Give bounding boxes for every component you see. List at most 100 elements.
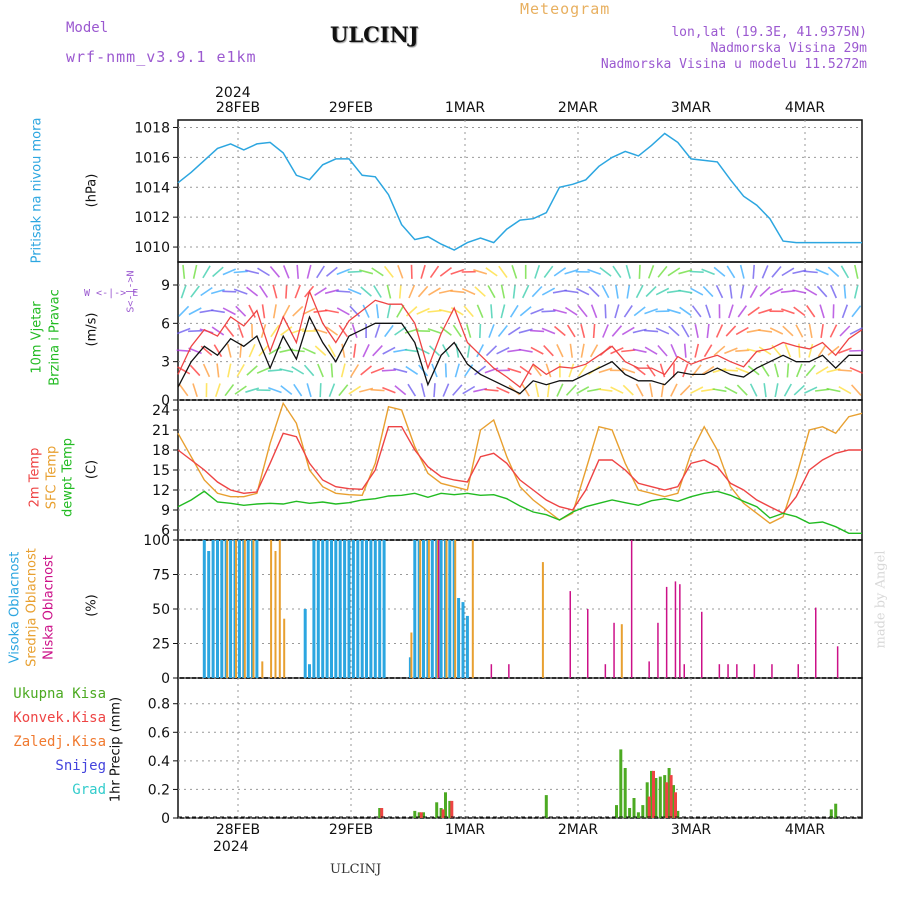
wind-arrow-37-1 <box>601 285 610 299</box>
wind-arrow-9-5 <box>279 368 294 373</box>
cloud-bar-0-1 <box>207 551 211 678</box>
pressure-ytick-label-3: 1016 <box>134 150 170 166</box>
wind-arrow-37-6 <box>598 388 613 392</box>
precip-legend-item: Snijeg <box>55 758 106 774</box>
wind-arrow-8-2 <box>272 304 277 319</box>
wind-arrow-13-4 <box>327 344 336 358</box>
wind-arrow-13-6 <box>328 383 336 397</box>
precip-bar-0-25 <box>834 803 838 818</box>
wind-arrow-43-4 <box>670 343 678 358</box>
wind-arrow-59-2 <box>851 305 862 318</box>
wind-arrow-56-6 <box>815 388 830 392</box>
wind-arrow-35-3 <box>580 324 586 338</box>
wind-arrow-54-3 <box>795 324 804 338</box>
precip-bar-0-17 <box>650 770 653 818</box>
wind-arrow-8-0 <box>269 265 281 278</box>
wind-arrow-21-0 <box>420 264 426 279</box>
cloud-bar-0-2 <box>211 540 215 678</box>
wind-arrow-15-0 <box>347 270 362 273</box>
cloud-bar-1-17 <box>620 624 623 678</box>
wind-arrow-19-5 <box>393 367 408 373</box>
wind-arrow-41-0 <box>647 265 655 279</box>
wind-arrow-1-5 <box>189 364 201 377</box>
wind-arrow-37-5 <box>598 367 613 374</box>
precip-bar-0-4 <box>435 802 439 818</box>
precip-bar-0-9 <box>615 805 618 818</box>
wind-arrow-31-2 <box>530 307 544 315</box>
wind-arrow-13-3 <box>325 326 339 336</box>
wind-arrow-55-6 <box>804 386 818 394</box>
cloud-ytick-label-4: 100 <box>143 533 170 549</box>
cloud-bar-0-23 <box>347 540 351 678</box>
wind-arrow-13-0 <box>325 266 338 277</box>
wind-arrow-27-1 <box>487 285 496 299</box>
wind-arrow-26-0 <box>473 269 488 275</box>
wind-arrow-22-1 <box>428 287 441 296</box>
wind-arrow-32-1 <box>541 287 556 296</box>
wind-arrow-14-0 <box>336 268 351 276</box>
wind-arrow-27-6 <box>484 388 499 392</box>
cloud-bar-2-15 <box>718 664 721 678</box>
wind-arrow-53-0 <box>781 267 795 277</box>
wind-arrow-33-0 <box>553 267 567 277</box>
wind-arrow-4-2 <box>222 307 236 316</box>
cloud-bar-0-43 <box>457 598 461 678</box>
wind-arrow-2-1 <box>200 286 213 297</box>
wind-ytick-label-3: 9 <box>161 278 170 294</box>
precip-bar-0-24 <box>829 809 833 818</box>
wind-arrow-17-0 <box>371 267 384 277</box>
cloud-bar-0-37 <box>430 540 434 678</box>
top-date-label: 1MAR <box>444 100 486 116</box>
wind-arrow-47-1 <box>715 284 724 299</box>
wind-arrow-49-3 <box>735 326 749 336</box>
wind-arrow-4-5 <box>227 363 232 378</box>
wind-arrow-55-3 <box>808 323 813 339</box>
top-date-label: 4MAR <box>784 100 826 116</box>
cloud-bar-0-41 <box>448 540 452 678</box>
wind-arrow-44-5 <box>682 363 689 378</box>
wind-arrow-42-5 <box>659 363 666 378</box>
wind-arrow-18-5 <box>381 369 396 372</box>
wind-arrow-46-1 <box>702 285 714 298</box>
model-label: Model <box>66 20 109 36</box>
wind-arrow-0-3 <box>176 327 191 335</box>
cloud-bar-0-19 <box>330 540 333 678</box>
wind-arrow-15-4 <box>353 343 357 358</box>
wind-arrow-44-6 <box>679 384 691 396</box>
wind-arrow-14-1 <box>336 290 351 293</box>
wind-arrow-56-0 <box>815 268 829 276</box>
cloud-bar-0-10 <box>246 540 250 678</box>
cloud-bar-2-19 <box>771 664 773 678</box>
wind-arrow-58-1 <box>843 284 847 299</box>
wind-arrow-44-3 <box>681 324 690 338</box>
wind-arrow-25-6 <box>462 385 476 395</box>
wind-arrow-38-1 <box>615 284 619 299</box>
wind-arrow-32-0 <box>543 265 554 278</box>
wind-arrow-1-0 <box>192 264 198 279</box>
cloud-bar-0-45 <box>465 615 469 678</box>
wind-arrow-44-4 <box>683 343 687 358</box>
wind-arrow-22-3 <box>427 327 442 335</box>
wind-arrow-53-3 <box>782 325 794 337</box>
cloud-bar-1-1 <box>235 540 237 678</box>
wind-arrow-58-2 <box>841 304 849 319</box>
wind-arrow-6-0 <box>245 269 260 275</box>
wind-arrow-43-2 <box>666 308 681 315</box>
wind-arrow-27-4 <box>485 345 498 357</box>
wind-arrow-57-1 <box>829 284 838 299</box>
wind-arrow-57-0 <box>827 266 840 278</box>
wind-arrow-9-0 <box>282 265 290 279</box>
wind-arrow-5-1 <box>233 288 248 295</box>
wind-arrow-32-3 <box>541 327 556 335</box>
cloud-bar-0-28 <box>369 540 373 678</box>
wind-arrow-27-2 <box>490 304 493 319</box>
wind-ytick-label-0: 0 <box>161 393 170 409</box>
wind-arrow-17-2 <box>375 304 380 319</box>
cloud-bar-0-4 <box>220 540 224 678</box>
wind-arrow-19-1 <box>398 284 402 299</box>
wind-arrow-29-2 <box>509 304 519 318</box>
cloud-bar-2-6 <box>613 622 615 678</box>
temp-ytick-label-0: 6 <box>161 523 170 539</box>
precip-bar-0-20 <box>663 775 667 818</box>
